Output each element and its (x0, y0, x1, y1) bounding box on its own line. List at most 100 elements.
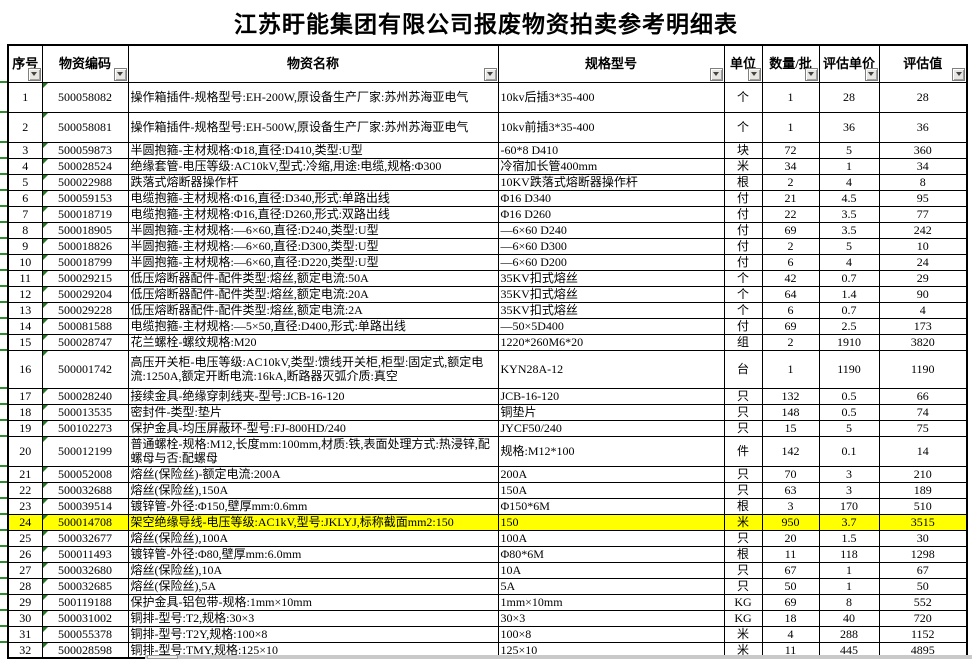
cell-code[interactable]: 500012199 (41, 435, 129, 467)
cell-value[interactable]: 1190 (878, 349, 968, 389)
cell-price[interactable]: 36 (818, 111, 880, 143)
cell-value[interactable]: 74 (878, 403, 968, 421)
cell-name[interactable]: 电缆抱箍-主材规格:Φ16,直径:D260,形式:双路出线 (127, 205, 499, 223)
cell-name[interactable]: 熔丝(保险丝),5A (127, 577, 499, 595)
cell-index[interactable]: 20 (7, 435, 43, 467)
cell-unit[interactable]: 个 (723, 269, 763, 287)
cell-index[interactable]: 30 (7, 609, 43, 627)
cell-unit[interactable]: 付 (723, 237, 763, 255)
cell-unit[interactable]: 只 (723, 529, 763, 547)
cell-spec[interactable]: 10kv后插3*35-400 (497, 81, 725, 113)
cell-value[interactable]: 34 (878, 157, 968, 175)
cell-value[interactable]: 75 (878, 419, 968, 437)
cell-value[interactable]: 14 (878, 435, 968, 467)
cell-value[interactable]: 510 (878, 497, 968, 515)
filter-dropdown-button-qty[interactable] (804, 67, 818, 81)
cell-price[interactable]: 0.7 (818, 269, 880, 287)
cell-price[interactable]: 2.5 (818, 317, 880, 335)
cell-code[interactable]: 500018799 (41, 253, 129, 271)
cell-spec[interactable]: KYN28A-12 (497, 349, 725, 389)
cell-name[interactable]: 操作箱插件-规格型号:EH-200W,原设备生产厂家:苏州苏海亚电气 (127, 81, 499, 113)
cell-spec[interactable]: 150A (497, 481, 725, 499)
cell-price[interactable]: 3 (818, 481, 880, 499)
cell-index[interactable]: 5 (7, 173, 43, 191)
filter-dropdown-button-name[interactable] (483, 67, 497, 81)
cell-code[interactable]: 500102273 (41, 419, 129, 437)
cell-index[interactable]: 29 (7, 593, 43, 611)
cell-name[interactable]: 花兰螺栓-螺纹规格:M20 (127, 333, 499, 351)
cell-name[interactable]: 半圆抱箍-主材规格:Φ18,直径:D410,类型:U型 (127, 141, 499, 159)
cell-spec[interactable]: 规格:M12*100 (497, 435, 725, 467)
cell-code[interactable]: 500081588 (41, 317, 129, 335)
cell-price[interactable]: 4 (818, 173, 880, 191)
cell-spec[interactable]: JYCF50/240 (497, 419, 725, 437)
cell-value[interactable]: 29 (878, 269, 968, 287)
cell-value[interactable]: 360 (878, 141, 968, 159)
cell-index[interactable]: 13 (7, 301, 43, 319)
cell-code[interactable]: 500028524 (41, 157, 129, 175)
cell-qty[interactable]: 2 (761, 237, 820, 255)
cell-spec[interactable]: 35KV扣式熔丝 (497, 269, 725, 287)
cell-name[interactable]: 低压熔断器配件-配件类型:熔丝,额定电流:50A (127, 269, 499, 287)
cell-value[interactable]: 552 (878, 593, 968, 611)
cell-unit[interactable]: 只 (723, 465, 763, 483)
cell-name[interactable]: 熔丝(保险丝),100A (127, 529, 499, 547)
cell-name[interactable]: 保护金具-铝包带-规格:1mm×10mm (127, 593, 499, 611)
cell-value[interactable]: 36 (878, 111, 968, 143)
cell-value[interactable]: 8 (878, 173, 968, 191)
cell-index[interactable]: 9 (7, 237, 43, 255)
cell-price[interactable]: 1.5 (818, 529, 880, 547)
cell-unit[interactable]: 根 (723, 173, 763, 191)
cell-value[interactable]: 50 (878, 577, 968, 595)
cell-qty[interactable]: 67 (761, 561, 820, 579)
cell-code[interactable]: 500028747 (41, 333, 129, 351)
cell-qty[interactable]: 3 (761, 497, 820, 515)
cell-price[interactable]: 3.5 (818, 221, 880, 239)
cell-name[interactable]: 普通螺栓-规格:M12,长度mm:100mm,材质:铁,表面处理方式:热浸锌,配… (127, 435, 499, 467)
cell-name[interactable]: 低压熔断器配件-配件类型:熔丝,额定电流:20A (127, 285, 499, 303)
cell-price[interactable]: 4.5 (818, 189, 880, 207)
cell-value[interactable]: 3515 (878, 513, 968, 531)
cell-index[interactable]: 16 (7, 349, 43, 389)
cell-qty[interactable]: 6 (761, 301, 820, 319)
cell-name[interactable]: 铜排-型号:TMY,规格:125×10 (127, 641, 499, 659)
cell-spec[interactable]: Φ16 D260 (497, 205, 725, 223)
cell-unit[interactable]: 个 (723, 111, 763, 143)
cell-name[interactable]: 操作箱插件-规格型号:EH-500W,原设备生产厂家:苏州苏海亚电气 (127, 111, 499, 143)
cell-unit[interactable]: 块 (723, 141, 763, 159)
cell-value[interactable]: 189 (878, 481, 968, 499)
cell-name[interactable]: 镀锌管-外径:Φ80,壁厚mm:6.0mm (127, 545, 499, 563)
cell-qty[interactable]: 22 (761, 205, 820, 223)
cell-code[interactable]: 500032688 (41, 481, 129, 499)
cell-name[interactable]: 熔丝(保险丝),10A (127, 561, 499, 579)
cell-spec[interactable]: 10KV跌落式熔断器操作杆 (497, 173, 725, 191)
cell-unit[interactable]: 个 (723, 81, 763, 113)
cell-spec[interactable]: 铜垫片 (497, 403, 725, 421)
cell-name[interactable]: 铜排-型号:T2Y,规格:100×8 (127, 625, 499, 643)
cell-spec[interactable]: 150 (497, 513, 725, 531)
cell-name[interactable]: 绝缘套管-电压等级:AC10kV,型式:冷缩,用途:电缆,规格:Φ300 (127, 157, 499, 175)
cell-code[interactable]: 500011493 (41, 545, 129, 563)
cell-code[interactable]: 500018719 (41, 205, 129, 223)
cell-name[interactable]: 熔丝(保险丝)-额定电流:200A (127, 465, 499, 483)
cell-value[interactable]: 66 (878, 387, 968, 405)
cell-name[interactable]: 电缆抱箍-主材规格:Φ16,直径:D340,形式:单路出线 (127, 189, 499, 207)
cell-code[interactable]: 500018905 (41, 221, 129, 239)
cell-index[interactable]: 15 (7, 333, 43, 351)
cell-qty[interactable]: 42 (761, 269, 820, 287)
cell-qty[interactable]: 1 (761, 111, 820, 143)
cell-qty[interactable]: 1 (761, 81, 820, 113)
cell-spec[interactable]: Φ150*6M (497, 497, 725, 515)
filter-dropdown-button-spec[interactable] (709, 67, 723, 81)
cell-value[interactable]: 1298 (878, 545, 968, 563)
cell-unit[interactable]: 只 (723, 403, 763, 421)
cell-unit[interactable]: 只 (723, 387, 763, 405)
cell-index[interactable]: 10 (7, 253, 43, 271)
cell-code[interactable]: 500032685 (41, 577, 129, 595)
filter-dropdown-button-price[interactable] (864, 67, 878, 81)
cell-price[interactable]: 288 (818, 625, 880, 643)
cell-index[interactable]: 12 (7, 285, 43, 303)
cell-code[interactable]: 500028240 (41, 387, 129, 405)
cell-price[interactable]: 445 (818, 641, 880, 659)
cell-code[interactable]: 500119188 (41, 593, 129, 611)
